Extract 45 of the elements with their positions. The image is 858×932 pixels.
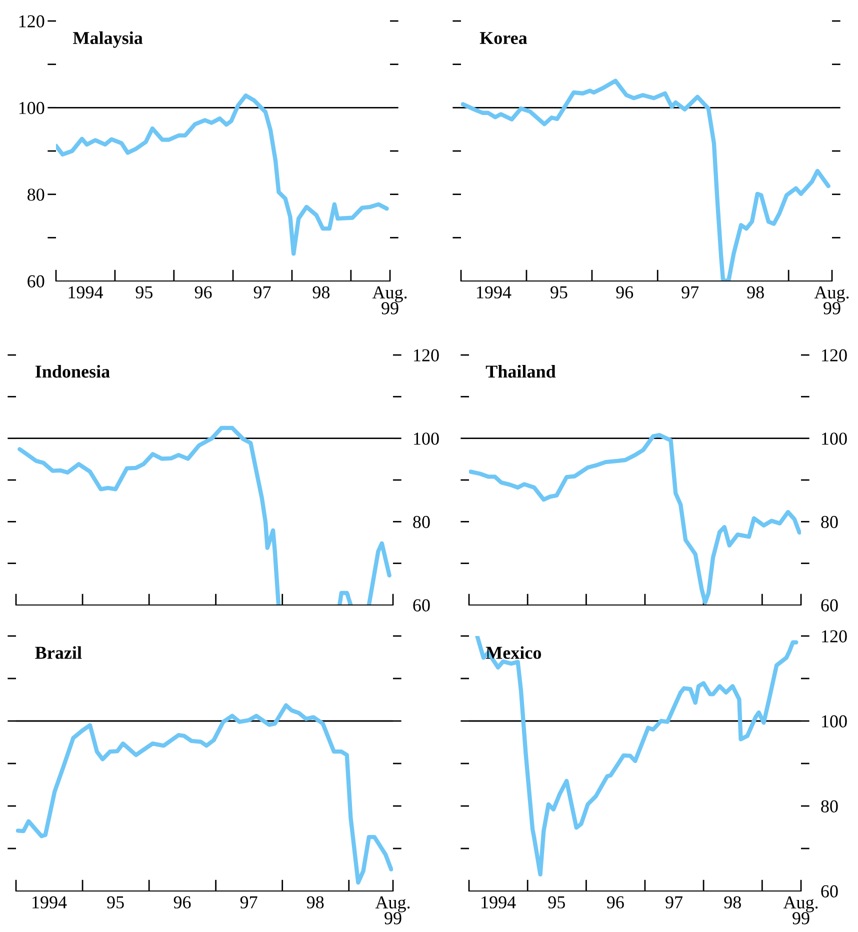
x-tick-label: 96 — [194, 286, 212, 298]
text: Malaysia — [73, 31, 143, 48]
x-tick-label: 98 — [306, 896, 324, 908]
chart-title: Korea — [480, 32, 528, 44]
chart-title: Thailand — [486, 365, 556, 378]
y-tick-label: 120 — [19, 15, 44, 28]
y2-tick-label: 60 — [821, 885, 838, 898]
x-tick-label: 95 — [107, 896, 124, 908]
y2-tick-label: 100 — [414, 432, 439, 445]
y-tick-label: 80 — [28, 188, 44, 201]
x-tick-label: 1994 — [482, 896, 516, 908]
y2-tick-label: 120 — [414, 349, 439, 362]
x-tick-label: 95 — [136, 286, 153, 298]
x-tick-label: 97 — [666, 896, 683, 908]
x-tick-label: 96 — [616, 286, 634, 298]
x-tick-label: 97 — [240, 896, 258, 908]
x-tick-label: 1994 — [32, 896, 67, 908]
x-tick-label: 1994 — [477, 286, 512, 298]
chart-title: Brazil — [35, 646, 82, 659]
y2-tick-label: 80 — [413, 516, 430, 528]
x-tick-label: Aug. 99 — [372, 286, 407, 314]
y2-tick-label: 60 — [821, 599, 838, 612]
y-tick-label: 60 — [28, 275, 44, 288]
y2-tick-label: 60 — [413, 599, 430, 612]
x-tick-label: 98 — [747, 286, 764, 298]
y2-tick-label: 120 — [822, 349, 847, 362]
x-tick-label: 96 — [606, 896, 624, 908]
y2-tick-label: 80 — [821, 800, 838, 812]
x-tick-label: Aug. 99 — [375, 896, 410, 924]
x-tick-label: 96 — [174, 896, 191, 908]
x-tick-label: 97 — [254, 286, 271, 298]
y2-tick-label: 100 — [822, 715, 847, 728]
x-tick-label: 97 — [682, 286, 699, 298]
x-tick-label: 95 — [550, 286, 568, 298]
y2-tick-label: 120 — [822, 630, 847, 642]
y2-tick-label: 100 — [822, 432, 847, 445]
x-tick-label: Aug. 99 — [814, 286, 849, 314]
x-tick-label: Aug. 99 — [783, 896, 818, 924]
x-tick-label: 95 — [548, 896, 565, 908]
x-tick-label: 1994 — [68, 286, 104, 298]
y-tick-label: 100 — [19, 102, 44, 114]
y2-tick-label: 80 — [821, 516, 838, 528]
x-tick-label: 98 — [312, 286, 330, 298]
x-tick-label: 98 — [724, 896, 741, 908]
chart-title: Indonesia — [35, 365, 110, 378]
